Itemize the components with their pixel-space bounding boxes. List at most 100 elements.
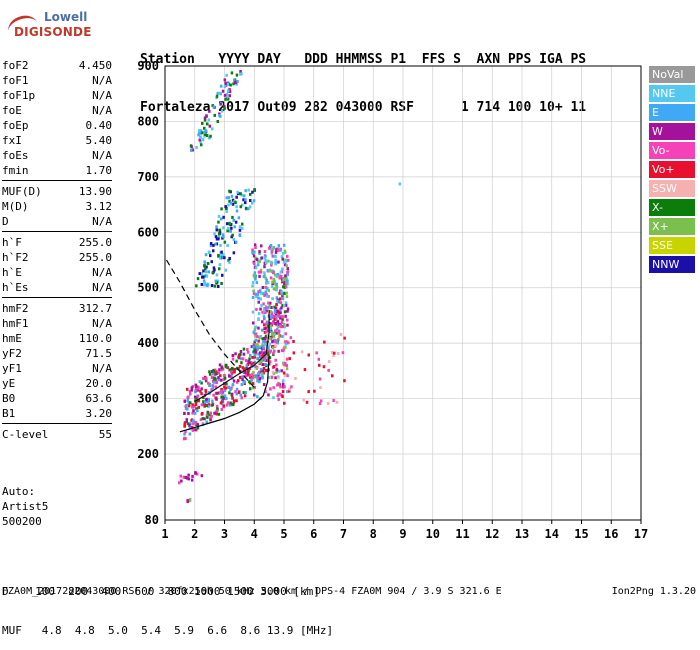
echo-point: [224, 386, 227, 390]
echo-point: [244, 198, 247, 202]
echo-point: [208, 372, 212, 376]
echo-point: [192, 422, 195, 426]
echo-point: [205, 274, 209, 278]
echo-point: [222, 253, 225, 257]
param-row: yE 20.0: [2, 376, 112, 391]
echo-point: [269, 387, 272, 391]
echo-point: [275, 296, 279, 300]
echo-point: [238, 233, 241, 237]
echo-point: [223, 93, 227, 97]
echo-point: [252, 199, 256, 203]
echo-point: [187, 477, 190, 481]
echo-point: [199, 136, 202, 140]
echo-point: [272, 396, 275, 400]
echo-point: [335, 400, 339, 404]
echo-point: [264, 343, 267, 347]
echo-point: [275, 275, 279, 279]
echo-point: [237, 391, 241, 394]
echo-point: [246, 348, 249, 351]
echo-point: [215, 273, 219, 277]
echo-point: [246, 350, 250, 354]
echo-point: [271, 247, 275, 251]
echo-point: [222, 235, 225, 239]
echo-point: [256, 356, 260, 360]
echo-point: [266, 351, 269, 355]
echo-point: [286, 309, 289, 313]
echo-point: [234, 352, 237, 356]
echo-point: [241, 222, 244, 226]
echo-point: [203, 283, 206, 287]
echo-point: [256, 335, 259, 339]
echo-point: [213, 377, 216, 381]
echo-point: [280, 315, 284, 319]
echo-point: [242, 370, 245, 374]
echo-point: [284, 301, 288, 305]
echo-point: [197, 399, 200, 403]
echo-point: [203, 116, 207, 120]
echo-point: [212, 249, 215, 253]
echo-point: [201, 275, 204, 279]
echo-point: [189, 401, 192, 405]
y-tick-label: 500: [137, 281, 159, 295]
echo-point: [269, 324, 273, 328]
echo-point: [264, 290, 267, 294]
echo-point: [252, 274, 256, 278]
echo-point: [211, 384, 215, 388]
echo-point: [265, 309, 268, 313]
echo-point: [284, 340, 287, 344]
echo-point: [203, 400, 207, 404]
echo-point: [281, 267, 284, 271]
echo-point: [294, 377, 297, 380]
echo-point: [241, 226, 244, 230]
echo-point: [257, 326, 260, 330]
param-label: yF2: [2, 347, 22, 360]
param-value: N/A: [92, 149, 112, 162]
echo-point: [209, 244, 213, 248]
echo-point: [264, 254, 267, 258]
echo-point: [242, 198, 245, 202]
echo-point: [213, 268, 216, 272]
echo-point: [273, 309, 277, 312]
echo-point: [183, 424, 186, 428]
echo-point: [197, 405, 200, 409]
echo-point: [255, 367, 258, 370]
echo-point: [278, 335, 281, 339]
x-tick-label: 3: [221, 527, 228, 541]
echo-point: [209, 418, 212, 422]
echo-point: [264, 363, 267, 366]
echo-point: [193, 395, 197, 399]
echo-point: [238, 353, 242, 357]
echo-point: [267, 294, 270, 298]
echo-point: [210, 284, 214, 287]
echo-point: [307, 353, 310, 357]
echo-point: [286, 267, 289, 271]
echo-point: [188, 498, 192, 502]
echo-point: [282, 260, 286, 264]
echo-point: [281, 395, 284, 398]
echo-point: [205, 397, 208, 401]
echo-point: [277, 349, 280, 353]
echo-point: [244, 189, 247, 193]
param-value: 3.20: [85, 407, 113, 420]
echo-point: [217, 285, 220, 288]
echo-point: [223, 78, 227, 82]
echo-point: [225, 196, 228, 200]
echo-point: [228, 260, 231, 264]
echo-point: [242, 367, 246, 371]
echo-point: [255, 307, 258, 311]
echo-point: [262, 314, 266, 318]
echo-point: [193, 411, 197, 415]
echo-point: [280, 321, 284, 324]
echo-point: [252, 343, 256, 346]
echo-point: [189, 422, 192, 426]
echo-point: [341, 351, 345, 355]
footer-version: Ion2Png 1.3.20: [611, 586, 696, 597]
echo-point: [186, 407, 189, 411]
echo-point: [258, 354, 262, 358]
echo-point: [273, 305, 276, 309]
echo-point: [254, 274, 257, 278]
distance-row: D 100 200 400 600 800 1000 1500 3000 [km…: [2, 585, 320, 598]
echo-point: [199, 129, 203, 133]
echo-point: [235, 359, 238, 363]
echo-point: [251, 190, 254, 194]
